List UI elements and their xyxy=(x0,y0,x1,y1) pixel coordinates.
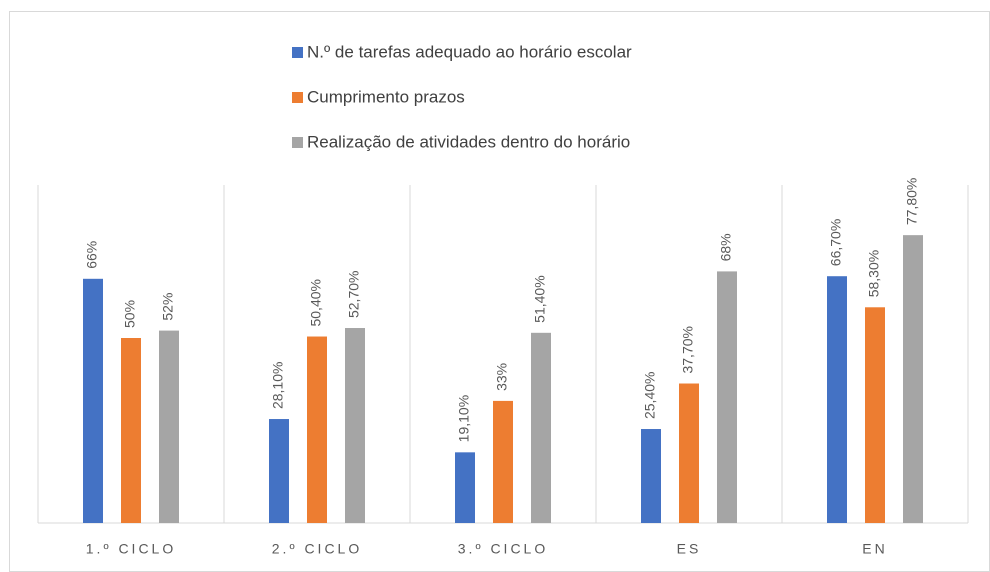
bar xyxy=(121,338,141,523)
value-label: 28,10% xyxy=(270,362,286,409)
bar xyxy=(159,330,179,523)
bar xyxy=(827,276,847,523)
value-label: 50% xyxy=(122,300,138,328)
legend-swatch xyxy=(292,92,303,103)
bar xyxy=(345,328,365,523)
bar xyxy=(455,452,475,523)
value-label: 50,40% xyxy=(308,279,324,326)
bar xyxy=(269,419,289,523)
value-label: 25,40% xyxy=(642,372,658,419)
bar xyxy=(903,235,923,523)
x-tick-label: 1.º CICLO xyxy=(86,541,176,557)
bar xyxy=(493,400,513,523)
value-label: 19,10% xyxy=(456,395,472,442)
x-tick-label: ES xyxy=(677,541,702,557)
x-tick-label: 3.º CICLO xyxy=(458,541,548,557)
x-tick-label: EN xyxy=(862,541,887,557)
bar xyxy=(641,429,661,523)
bar xyxy=(307,336,327,523)
bar xyxy=(531,332,551,523)
bar xyxy=(717,271,737,523)
legend-label: Cumprimento prazos xyxy=(307,87,465,106)
legend-label: N.º de tarefas adequado ao horário escol… xyxy=(307,42,632,61)
x-tick-label: 2.º CICLO xyxy=(272,541,362,557)
value-label: 77,80% xyxy=(904,178,920,225)
legend-swatch xyxy=(292,47,303,58)
bar xyxy=(679,383,699,523)
value-label: 37,70% xyxy=(680,326,696,373)
legend-swatch xyxy=(292,137,303,148)
bar xyxy=(865,307,885,523)
value-label: 66% xyxy=(84,241,100,269)
value-label: 52% xyxy=(160,293,176,321)
value-label: 58,30% xyxy=(866,250,882,297)
bar xyxy=(83,278,103,523)
value-label: 33% xyxy=(494,363,510,391)
legend-label: Realização de atividades dentro do horár… xyxy=(307,132,630,151)
value-label: 68% xyxy=(718,233,734,261)
value-label: 52,70% xyxy=(346,271,362,318)
value-label: 66,70% xyxy=(828,219,844,266)
value-label: 51,40% xyxy=(532,275,548,322)
